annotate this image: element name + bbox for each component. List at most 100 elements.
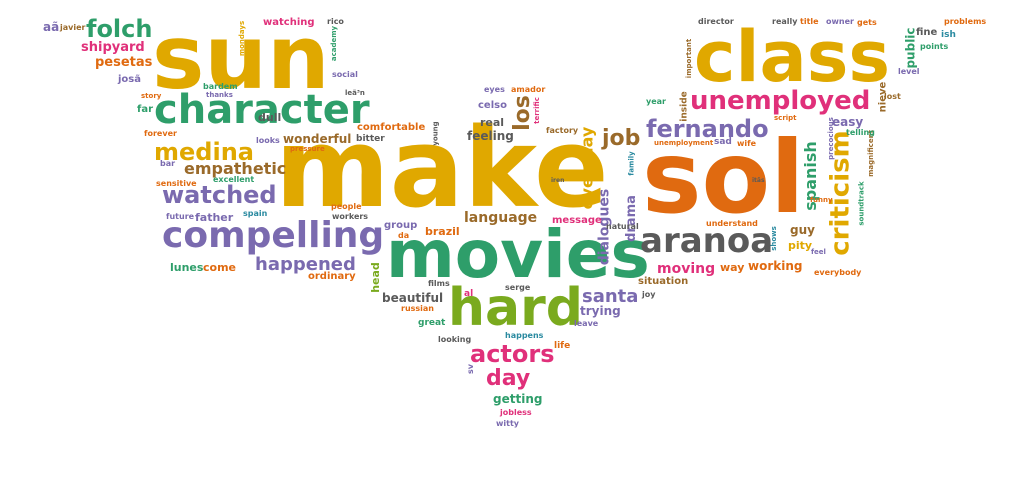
word-soundtrack: soundtrack (857, 181, 866, 226)
word-workers: workers (332, 212, 369, 221)
word-father: father (195, 211, 234, 224)
word-wife: wife (737, 139, 757, 148)
word-telling: telling (846, 128, 875, 137)
word-amador: amador (511, 85, 546, 94)
word-wonderful: wonderful (283, 132, 352, 146)
word-moving: moving (657, 261, 716, 277)
word-al: al (464, 289, 474, 299)
word-spain: spain (243, 209, 268, 218)
word-day: day (486, 366, 531, 391)
word-level: level (898, 67, 920, 76)
word-actors: actors (470, 340, 555, 368)
word-owner: owner (826, 17, 854, 26)
word-feel: feel (811, 248, 826, 256)
word-make: make (275, 104, 609, 232)
word-mondays: mondays (238, 20, 247, 57)
word-hard: hard (448, 278, 583, 338)
word-head: head (368, 262, 382, 293)
word-class: class (694, 16, 891, 98)
word-medina: medina (154, 138, 254, 166)
word-problems: problems (944, 17, 987, 26)
word-way: way (720, 261, 745, 274)
word-great: great (418, 318, 446, 328)
word-precocious: precocious (826, 117, 835, 160)
word-job: job (602, 126, 641, 151)
word-guy: guy (790, 223, 815, 237)
word-joy: joy (642, 290, 656, 299)
word-serge: serge (505, 283, 531, 292)
word-watched: watched (162, 181, 277, 209)
word-situation: situation (638, 276, 689, 287)
word-year: year (646, 97, 666, 106)
word-pesetas: pesetas (95, 55, 153, 70)
word-rico: rico (327, 17, 344, 26)
word-ordinary: ordinary (308, 271, 356, 282)
word-comfortable: comfortable (357, 122, 426, 133)
word-terrific: terrific (532, 97, 541, 124)
word-factory: factory (546, 126, 579, 135)
word-title: title (800, 17, 819, 26)
word-folch: folch (86, 15, 153, 43)
word-excellent: excellent (213, 175, 255, 184)
word-compelling: compelling (162, 215, 385, 256)
word-happened: happened (255, 254, 356, 275)
word-family: family (627, 151, 636, 176)
word-life: life (554, 341, 571, 351)
word-santa: santa (582, 286, 639, 307)
word-unemployed: unemployed (690, 86, 871, 116)
word-language: language (464, 210, 538, 226)
word-brazil: brazil (425, 225, 460, 238)
word-itas: itãs (752, 177, 765, 184)
word-thanks: thanks (206, 91, 233, 99)
word-real: real (480, 116, 505, 129)
word-group: group (384, 220, 418, 231)
word-public: public (903, 27, 918, 69)
word-looks: looks (256, 136, 280, 145)
word-academy: academy (330, 25, 339, 62)
word-ish: ish (941, 30, 956, 40)
word-aa: aã (43, 20, 60, 34)
word-films: films (428, 279, 450, 288)
word-working: working (748, 259, 803, 273)
word-inside: inside (679, 91, 690, 122)
word-dull: dull (258, 111, 282, 124)
word-funny: funny (810, 196, 833, 204)
word-looking: looking (438, 335, 472, 344)
word-beautiful: beautiful (382, 291, 444, 305)
word-everyday: everyday (577, 126, 597, 210)
word-understand: understand (706, 219, 758, 228)
word-bitter: bitter (356, 134, 385, 144)
word-story: story (141, 92, 162, 100)
word-come: come (203, 261, 236, 274)
word-director: director (698, 17, 734, 26)
word-fernando: fernando (646, 115, 769, 143)
word-javier: javier (60, 23, 86, 32)
word-eyes: eyes (484, 85, 505, 94)
word-iren: iren (551, 177, 565, 184)
word-forever: forever (144, 129, 177, 138)
word-russian: russian (401, 304, 434, 313)
word-movies: movies (386, 216, 650, 293)
word-message: message (552, 215, 602, 226)
word-aranoa: aranoa (640, 221, 774, 261)
word-celso: celso (478, 100, 507, 111)
word-fine: fine (916, 27, 938, 38)
word-character: character (154, 87, 370, 133)
word-lost: lost (884, 92, 901, 101)
word-los: los (509, 95, 535, 131)
word-trying: trying (580, 304, 621, 318)
word-magnificent: magnificent (866, 130, 875, 177)
word-social: social (332, 70, 358, 79)
word-witty: witty (496, 419, 519, 428)
word-sad: sad (714, 137, 732, 147)
word-da: da (398, 231, 410, 240)
word-sensitive: sensitive (156, 179, 197, 188)
word-natural: natural (606, 222, 639, 231)
word-leave: leave (574, 319, 599, 328)
word-feeling: feeling (467, 129, 514, 143)
word-drama: drama (623, 195, 639, 242)
word-lunes: lunes (170, 261, 204, 274)
word-bar: bar (160, 159, 176, 168)
word-leon: leã³n (345, 89, 365, 97)
